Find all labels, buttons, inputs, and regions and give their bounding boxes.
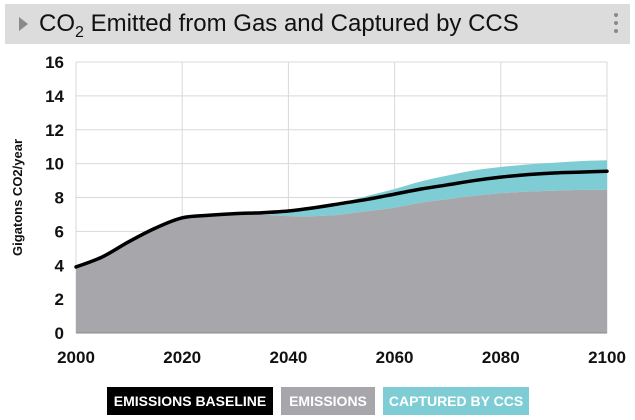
chart-area: 0 2 4 6 8 10 12 14 16 2000 2020 2040 2060 2080 2100 Gig… bbox=[10, 53, 626, 367]
y-tick-label: 4 bbox=[55, 256, 65, 275]
caret-right-icon[interactable] bbox=[19, 17, 28, 31]
legend-emissions[interactable]: EMISSIONS bbox=[281, 387, 375, 415]
y-tick-label: 0 bbox=[55, 324, 64, 343]
y-tick-label: 8 bbox=[55, 189, 64, 208]
y-tick-label: 12 bbox=[45, 121, 64, 140]
title-prefix: CO bbox=[39, 10, 75, 37]
x-tick-label: 2040 bbox=[269, 348, 307, 367]
y-tick-label: 6 bbox=[55, 222, 64, 241]
y-axis-label: Gigatons CO2/year bbox=[10, 139, 25, 256]
y-tick-label: 2 bbox=[55, 290, 64, 309]
x-tick-label: 2060 bbox=[376, 348, 414, 367]
chart-title: CO2 Emitted from Gas and Captured by CCS bbox=[39, 10, 519, 42]
x-tick-label: 2000 bbox=[57, 348, 95, 367]
legend-captured-by-ccs[interactable]: CAPTURED BY CCS bbox=[383, 387, 529, 415]
legend-emissions-baseline[interactable]: EMISSIONS BASELINE bbox=[107, 387, 273, 415]
emissions-baseline-line bbox=[74, 169, 609, 269]
chart-title-bar: CO2 Emitted from Gas and Captured by CCS bbox=[5, 4, 630, 44]
x-tick-label: 2100 bbox=[588, 348, 626, 367]
title-subscript: 2 bbox=[75, 23, 84, 41]
captured-by-ccs-area bbox=[76, 160, 607, 267]
kebab-menu-icon[interactable] bbox=[612, 13, 620, 37]
y-tick-label: 16 bbox=[45, 53, 64, 72]
legend: EMISSIONS BASELINE EMISSIONS CAPTURED BY… bbox=[0, 387, 635, 415]
title-rest: Emitted from Gas and Captured by CCS bbox=[83, 10, 519, 37]
x-tick-label: 2080 bbox=[482, 348, 520, 367]
y-tick-label: 10 bbox=[45, 155, 64, 174]
emissions-area bbox=[76, 189, 607, 333]
y-tick-label: 14 bbox=[45, 87, 64, 106]
x-tick-label: 2020 bbox=[163, 348, 201, 367]
